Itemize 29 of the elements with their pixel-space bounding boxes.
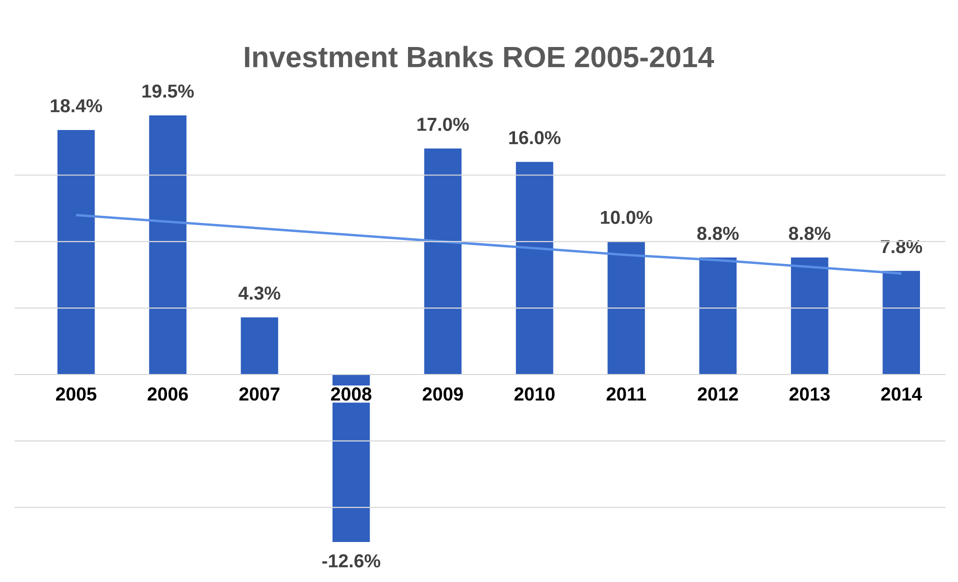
data-label: 8.8% — [697, 226, 739, 240]
bar — [240, 317, 278, 375]
x-tick-label: 2009 — [422, 387, 463, 401]
x-tick-label: 2007 — [239, 387, 280, 401]
data-label: -12.6% — [322, 554, 380, 568]
x-tick-label: 2011 — [606, 387, 646, 401]
data-label: 16.0% — [509, 131, 561, 144]
data-label: 17.0% — [418, 118, 469, 131]
bar — [882, 270, 920, 375]
bar — [790, 258, 828, 375]
data-label: 4.3% — [238, 286, 280, 300]
chart-title: Investment Banks ROE 2005-2014 — [245, 46, 714, 68]
x-tick-label: 2008 — [331, 387, 372, 401]
data-label: 8.8% — [788, 226, 830, 240]
data-label: 19.5% — [142, 84, 194, 98]
bar — [699, 258, 737, 375]
bar — [57, 130, 95, 375]
x-tick-label: 2005 — [56, 387, 96, 401]
x-tick-label: 2012 — [698, 387, 738, 401]
x-tick-label: 2010 — [514, 387, 555, 401]
data-label: 10.0% — [600, 210, 652, 224]
x-tick-label: 2013 — [790, 387, 830, 401]
bar — [516, 162, 554, 375]
bar — [424, 148, 462, 375]
x-tick-label: 2014 — [881, 387, 922, 401]
bar — [149, 115, 186, 375]
bar — [608, 242, 645, 375]
data-label: 18.4% — [50, 99, 102, 112]
x-tick-label: 2006 — [148, 387, 188, 401]
